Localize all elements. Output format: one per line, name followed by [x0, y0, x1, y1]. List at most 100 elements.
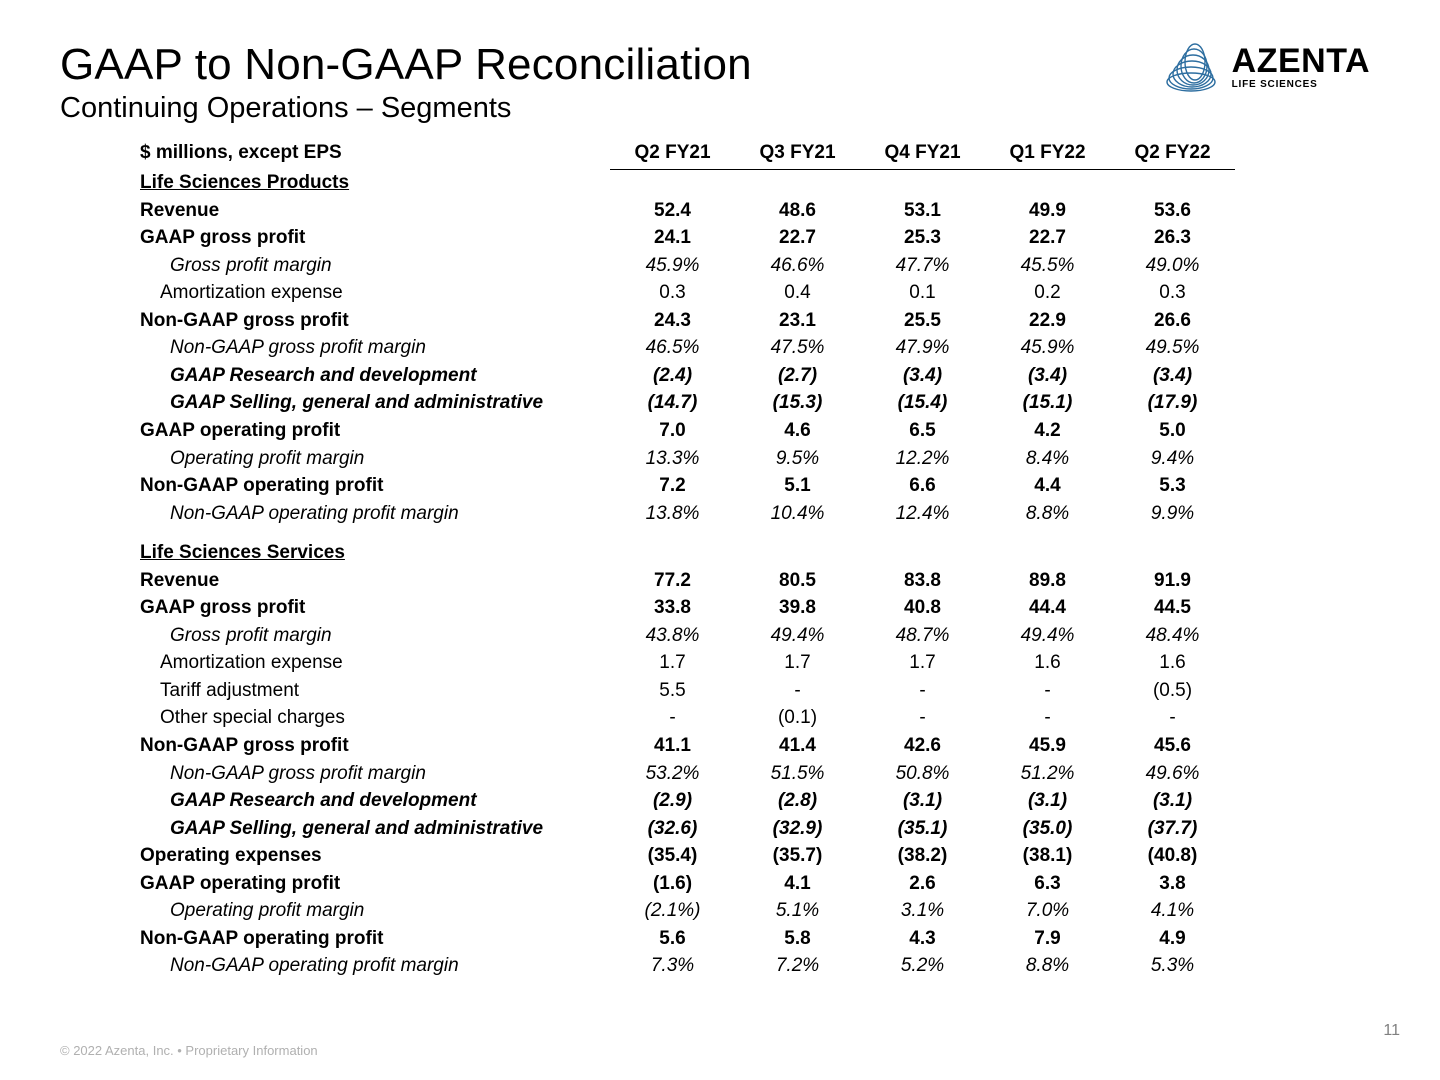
cell-value: 91.9 — [1110, 567, 1235, 595]
cell-value: (3.1) — [860, 787, 985, 815]
cell-value: (15.1) — [985, 389, 1110, 417]
row-label: Operating profit margin — [140, 897, 610, 925]
cell-value: - — [610, 704, 735, 732]
section-title-row: Life Sciences Products — [140, 169, 1235, 197]
table-row: Non-GAAP gross profit margin53.2%51.5%50… — [140, 760, 1235, 788]
cell-value: 53.6 — [1110, 197, 1235, 225]
cell-value: 0.4 — [735, 279, 860, 307]
cell-value: 22.9 — [985, 307, 1110, 335]
cell-value: 4.6 — [735, 417, 860, 445]
row-label: Operating expenses — [140, 842, 610, 870]
cell-value: (0.1) — [735, 704, 860, 732]
cell-value: 45.6 — [1110, 732, 1235, 760]
cell-value: 1.7 — [610, 649, 735, 677]
cell-value: 23.1 — [735, 307, 860, 335]
cell-value: 52.4 — [610, 197, 735, 225]
table-row: Gross profit margin43.8%49.4%48.7%49.4%4… — [140, 622, 1235, 650]
row-label: GAAP operating profit — [140, 417, 610, 445]
cell-value: (15.3) — [735, 389, 860, 417]
column-header: Q2 FY21 — [610, 139, 735, 169]
cell-value: 7.9 — [985, 925, 1110, 953]
cell-value: 0.3 — [610, 279, 735, 307]
cell-value: (2.1%) — [610, 897, 735, 925]
cell-value: 45.9% — [985, 334, 1110, 362]
cell-value: 9.4% — [1110, 445, 1235, 473]
cell-value: 5.6 — [610, 925, 735, 953]
table-row: Non-GAAP gross profit41.141.442.645.945.… — [140, 732, 1235, 760]
cell-value: 49.5% — [1110, 334, 1235, 362]
cell-value: 5.1% — [735, 897, 860, 925]
cell-value: 5.2% — [860, 952, 985, 980]
cell-value: - — [860, 704, 985, 732]
cell-value: (32.9) — [735, 815, 860, 843]
cell-value: 13.3% — [610, 445, 735, 473]
cell-value: 5.0 — [1110, 417, 1235, 445]
cell-value: - — [985, 704, 1110, 732]
cell-value: (3.4) — [985, 362, 1110, 390]
table-row: Amortization expense0.30.40.10.20.3 — [140, 279, 1235, 307]
logo-swirl-icon — [1166, 36, 1222, 92]
brand-logo: AZENTA LIFE SCIENCES — [1166, 36, 1370, 97]
cell-value: 1.7 — [735, 649, 860, 677]
footer-text: © 2022 Azenta, Inc. • Proprietary Inform… — [60, 1043, 318, 1058]
cell-value: 41.1 — [610, 732, 735, 760]
row-label: Revenue — [140, 567, 610, 595]
row-label: GAAP Research and development — [140, 787, 610, 815]
column-header: Q2 FY22 — [1110, 139, 1235, 169]
cell-value: 7.0 — [610, 417, 735, 445]
cell-value: (17.9) — [1110, 389, 1235, 417]
row-label: GAAP operating profit — [140, 870, 610, 898]
table-row: GAAP gross profit33.839.840.844.444.5 — [140, 594, 1235, 622]
cell-value: 5.3% — [1110, 952, 1235, 980]
cell-value: 24.3 — [610, 307, 735, 335]
cell-value: 24.1 — [610, 224, 735, 252]
cell-value: 45.5% — [985, 252, 1110, 280]
cell-value: 4.1 — [735, 870, 860, 898]
row-label: Non-GAAP operating profit margin — [140, 500, 610, 528]
cell-value: 39.8 — [735, 594, 860, 622]
table-header-row: $ millions, except EPS Q2 FY21Q3 FY21Q4 … — [140, 139, 1235, 169]
cell-value: 83.8 — [860, 567, 985, 595]
logo-text: AZENTA LIFE SCIENCES — [1232, 44, 1370, 90]
table-row: Operating profit margin(2.1%)5.1%3.1%7.0… — [140, 897, 1235, 925]
column-header: Q3 FY21 — [735, 139, 860, 169]
cell-value: 0.3 — [1110, 279, 1235, 307]
cell-value: 49.6% — [1110, 760, 1235, 788]
cell-value: (38.1) — [985, 842, 1110, 870]
cell-value: 43.8% — [610, 622, 735, 650]
cell-value: 53.1 — [860, 197, 985, 225]
cell-value: (3.4) — [860, 362, 985, 390]
cell-value: 1.7 — [860, 649, 985, 677]
cell-value: 26.3 — [1110, 224, 1235, 252]
cell-value: 9.5% — [735, 445, 860, 473]
row-label: Non-GAAP gross profit margin — [140, 760, 610, 788]
cell-value: 3.8 — [1110, 870, 1235, 898]
section-title: Life Sciences Services — [140, 539, 610, 567]
cell-value: (35.4) — [610, 842, 735, 870]
cell-value: 5.3 — [1110, 472, 1235, 500]
cell-value: 49.9 — [985, 197, 1110, 225]
cell-value: 0.1 — [860, 279, 985, 307]
cell-value: (2.7) — [735, 362, 860, 390]
cell-value: 6.6 — [860, 472, 985, 500]
cell-value: 44.5 — [1110, 594, 1235, 622]
cell-value: (37.7) — [1110, 815, 1235, 843]
cell-value: 8.8% — [985, 952, 1110, 980]
row-label: Non-GAAP gross profit margin — [140, 334, 610, 362]
table-body: Life Sciences ProductsRevenue52.448.653.… — [140, 169, 1235, 980]
table-row: GAAP Selling, general and administrative… — [140, 389, 1235, 417]
cell-value: (3.4) — [1110, 362, 1235, 390]
cell-value: 12.4% — [860, 500, 985, 528]
table-row: Operating expenses(35.4)(35.7)(38.2)(38.… — [140, 842, 1235, 870]
cell-value: (2.9) — [610, 787, 735, 815]
table-row: Amortization expense1.71.71.71.61.6 — [140, 649, 1235, 677]
table-row: Tariff adjustment5.5---(0.5) — [140, 677, 1235, 705]
table-row: GAAP operating profit(1.6)4.12.66.33.8 — [140, 870, 1235, 898]
cell-value: 50.8% — [860, 760, 985, 788]
cell-value: 49.0% — [1110, 252, 1235, 280]
cell-value: (35.7) — [735, 842, 860, 870]
row-label: Non-GAAP operating profit — [140, 472, 610, 500]
cell-value: (35.0) — [985, 815, 1110, 843]
table-row: Gross profit margin45.9%46.6%47.7%45.5%4… — [140, 252, 1235, 280]
cell-value: (32.6) — [610, 815, 735, 843]
